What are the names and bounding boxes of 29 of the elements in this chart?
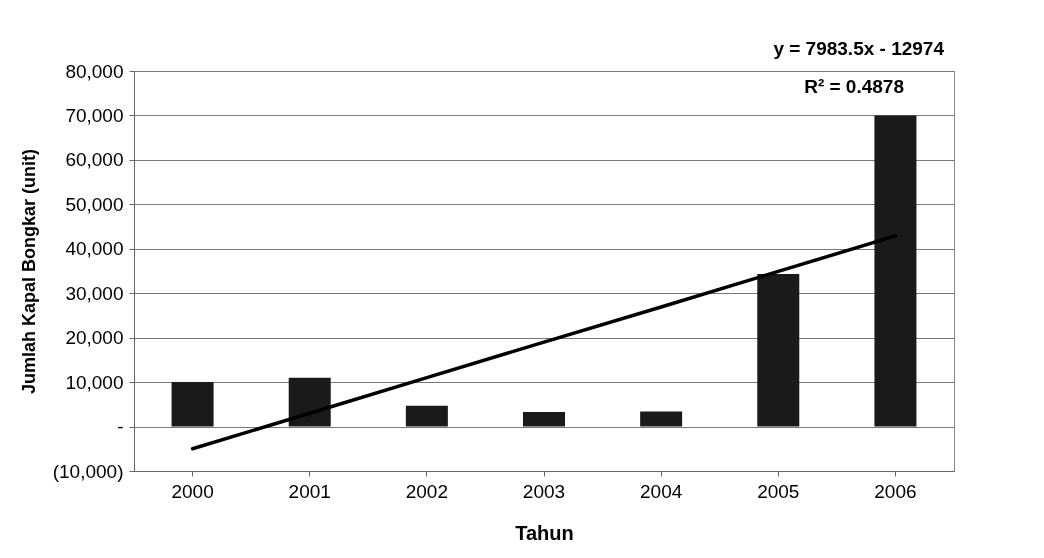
y-tick-label: 20,000 xyxy=(65,327,124,349)
y-axis-title: Jumlah Kapal Bongkar (unit) xyxy=(18,148,39,395)
y-tick-label: (10,000) xyxy=(52,460,124,482)
x-tick-label: 2003 xyxy=(522,480,566,502)
annotation: R² = 0.4878 xyxy=(804,76,904,97)
bar xyxy=(874,115,917,427)
x-tick-label: 2002 xyxy=(405,480,448,502)
bar xyxy=(523,411,565,427)
bar xyxy=(405,405,448,427)
bar xyxy=(757,274,800,427)
x-tick-label: 2005 xyxy=(757,480,800,502)
y-tick-label: 30,000 xyxy=(65,282,124,304)
y-tick-label: - xyxy=(117,416,124,438)
line-series xyxy=(190,234,898,451)
bar xyxy=(171,382,214,427)
text: y = 7983.5x - 12974 xyxy=(773,38,945,59)
x-axis-title: Tahun xyxy=(515,521,574,544)
x-tick-label: 2001 xyxy=(288,480,331,502)
x-tick-label: 2000 xyxy=(171,480,214,502)
y-tick-label: 80,000 xyxy=(65,60,124,82)
bar xyxy=(640,411,683,427)
y-tick-label: 40,000 xyxy=(65,238,124,260)
y-tick-label: 70,000 xyxy=(65,104,124,126)
y-tick-label: 50,000 xyxy=(65,193,124,215)
x-tick-label: 2006 xyxy=(874,480,917,502)
bar xyxy=(288,377,331,427)
x-tick-label: 2004 xyxy=(640,480,683,502)
y-tick-label: 60,000 xyxy=(65,149,124,171)
y-tick-label: 10,000 xyxy=(65,371,124,393)
